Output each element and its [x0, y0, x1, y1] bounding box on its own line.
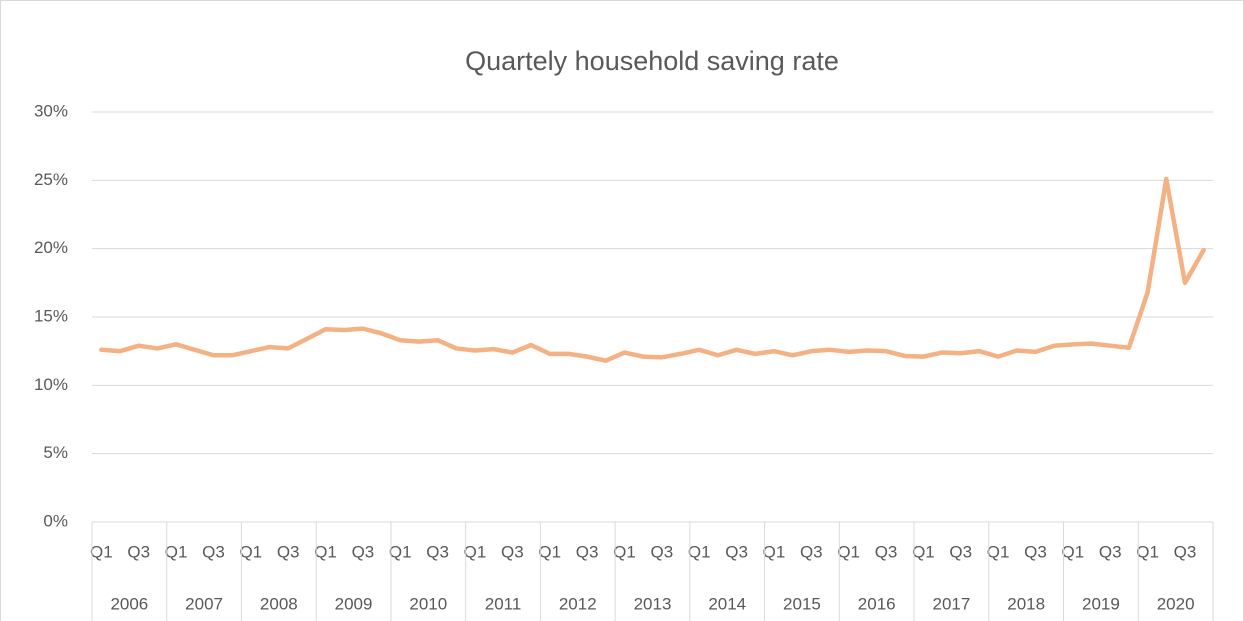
line [99, 176, 1206, 363]
y-tick-label: 15% [34, 306, 68, 325]
x-group-label: 2009 [335, 594, 373, 613]
x-tick-label: Q1 [464, 542, 487, 561]
x-tick-label: Q1 [912, 542, 935, 561]
x-tick-label: Q3 [426, 542, 449, 561]
x-tick-label: Q1 [538, 542, 561, 561]
x-tick-label: Q1 [987, 542, 1010, 561]
x-tick-label: Q1 [837, 542, 860, 561]
x-group-label: 2010 [409, 594, 447, 613]
x-group-label: 2017 [933, 594, 971, 613]
x-tick-label: Q3 [127, 542, 150, 561]
x-tick-label: Q1 [1062, 542, 1085, 561]
y-tick-label: 30% [34, 101, 68, 120]
y-tick-label: 20% [34, 238, 68, 257]
x-tick-label: Q1 [688, 542, 711, 561]
x-tick-label: Q3 [576, 542, 599, 561]
x-tick-label: Q1 [90, 542, 113, 561]
x-tick-label: Q1 [165, 542, 188, 561]
x-group-label: 2020 [1157, 594, 1195, 613]
x-group-label: 2015 [783, 594, 821, 613]
x-tick-label: Q3 [725, 542, 748, 561]
x-group-label: 2019 [1082, 594, 1120, 613]
x-group-label: 2016 [858, 594, 896, 613]
x-tick-label: Q3 [1024, 542, 1047, 561]
x-group-label: 2007 [185, 594, 223, 613]
x-tick-label: Q3 [1174, 542, 1197, 561]
x-tick-label: Q3 [1099, 542, 1122, 561]
x-tick-label: Q3 [501, 542, 524, 561]
x-tick-label: Q3 [650, 542, 673, 561]
x-group-label: 2018 [1007, 594, 1045, 613]
y-tick-label: 0% [43, 511, 68, 530]
x-tick-label: Q3 [277, 542, 300, 561]
y-tick-label: 25% [34, 170, 68, 189]
x-tick-label: Q1 [239, 542, 262, 561]
y-tick-label: 5% [43, 443, 68, 462]
x-group-label: 2011 [485, 594, 522, 613]
x-tick-label: Q1 [613, 542, 636, 561]
x-group-label: 2008 [260, 594, 298, 613]
x-tick-label: Q3 [352, 542, 375, 561]
chart-title: Quartely household saving rate [465, 46, 839, 76]
x-tick-label: Q3 [202, 542, 225, 561]
x-tick-label: Q1 [389, 542, 412, 561]
x-group-label: 2013 [634, 594, 672, 613]
x-group-label: 2006 [110, 594, 148, 613]
x-tick-label: Q1 [1136, 542, 1159, 561]
x-tick-label: Q3 [875, 542, 898, 561]
x-group-label: 2014 [708, 594, 746, 613]
y-tick-label: 10% [34, 375, 68, 394]
x-tick-label: Q1 [314, 542, 337, 561]
x-tick-label: Q1 [763, 542, 786, 561]
x-group-label: 2012 [559, 594, 597, 613]
x-tick-label: Q3 [949, 542, 972, 561]
x-tick-label: Q3 [800, 542, 823, 561]
